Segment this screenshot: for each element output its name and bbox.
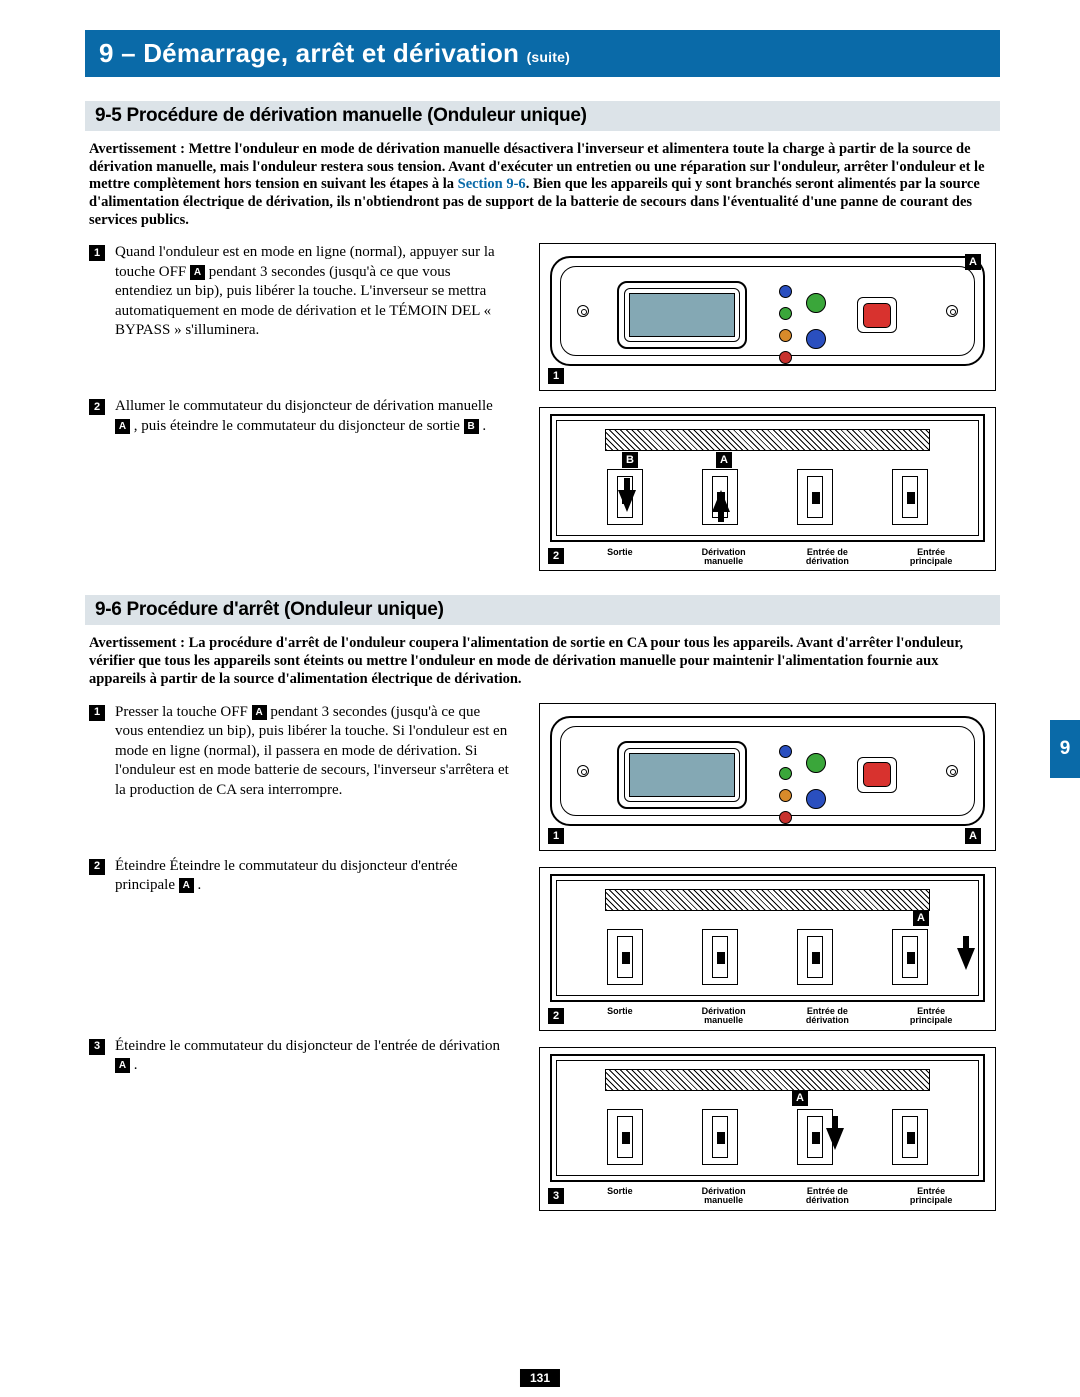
- row-9-5-2: 2 Allumer le commutateur du disjoncteur …: [85, 397, 1000, 571]
- step-num-1: 1: [89, 705, 105, 721]
- page-number: 131: [520, 1369, 560, 1387]
- figure-9-5-1: A 1: [539, 243, 996, 391]
- figure-9-6-3: A Sortie Dérivation manuelle Entrée de d…: [539, 1047, 996, 1211]
- round-button-1: [806, 293, 826, 313]
- fig-ref-B: B: [622, 452, 638, 468]
- step-9-5-1: 1 Quand l'onduleur est en mode en ligne …: [89, 243, 509, 341]
- fig-corner-2: 2: [548, 548, 564, 564]
- row-9-6-1: 1 Presser la touche OFF A pendant 3 seco…: [85, 703, 1000, 851]
- chapter-suite: (suite): [527, 49, 570, 65]
- ref-B: B: [464, 419, 479, 434]
- step-9-5-2-text: Allumer le commutateur du disjoncteur de…: [115, 397, 509, 436]
- step-9-6-1: 1 Presser la touche OFF A pendant 3 seco…: [89, 703, 509, 801]
- fig-ref-A: A: [913, 910, 929, 926]
- chapter-title: Démarrage, arrêt et dérivation: [143, 38, 519, 68]
- breaker-labels: Sortie Dérivation manuelle Entrée de dér…: [568, 548, 983, 567]
- fig-ref-A: A: [965, 254, 981, 270]
- fig-ref-A: A: [965, 828, 981, 844]
- led-green: [779, 307, 792, 320]
- step-9-6-1-text: Presser la touche OFF A pendant 3 second…: [115, 703, 509, 801]
- row-9-6-3: 3 Éteindre le commutateur du disjoncteur…: [85, 1037, 1000, 1211]
- breaker-labels: Sortie Dérivation manuelle Entrée de dér…: [568, 1187, 983, 1206]
- arrow-down-icon: [618, 490, 636, 512]
- step-9-6-3: 3 Éteindre le commutateur du disjoncteur…: [89, 1037, 509, 1076]
- fig-corner-3: 3: [548, 1188, 564, 1204]
- led-red: [779, 351, 792, 364]
- breaker-entree-deriv: [797, 469, 833, 525]
- step-9-5-1-text: Quand l'onduleur est en mode en ligne (n…: [115, 243, 509, 341]
- fig-corner-2: 2: [548, 1008, 564, 1024]
- section-9-6-heading: 9-6 Procédure d'arrêt (Onduleur unique): [85, 595, 1000, 625]
- arrow-up-icon: [712, 490, 730, 512]
- led-blue: [779, 285, 792, 298]
- step-9-5-2: 2 Allumer le commutateur du disjoncteur …: [89, 397, 509, 436]
- arrow-down-icon: [826, 1128, 844, 1150]
- fig-ref-A: A: [792, 1090, 808, 1106]
- ref-A: A: [179, 878, 194, 893]
- fig-corner-1: 1: [548, 368, 564, 384]
- row-9-5-1: 1 Quand l'onduleur est en mode en ligne …: [85, 243, 1000, 391]
- figure-9-6-2: A Sortie Dérivation manuelle Entrée de d…: [539, 867, 996, 1031]
- step-num-3: 3: [89, 1039, 105, 1055]
- section-9-5-heading: 9-5 Procédure de dérivation manuelle (On…: [85, 101, 1000, 131]
- step-num-2: 2: [89, 399, 105, 415]
- led-orange: [779, 329, 792, 342]
- warning-9-6: Avertissement : La procédure d'arrêt de …: [85, 635, 1000, 688]
- round-button-2: [806, 329, 826, 349]
- side-tab: 9: [1050, 720, 1080, 778]
- ref-A: A: [115, 419, 130, 434]
- figure-9-5-2: B A Sortie Dérivation manuelle Entrée de…: [539, 407, 996, 571]
- fig-ref-A: A: [716, 452, 732, 468]
- off-button: [857, 297, 897, 333]
- page-root: 9 – Démarrage, arrêt et dérivation (suit…: [0, 0, 1080, 1251]
- row-9-6-2: 2 Éteindre Éteindre le commutateur du di…: [85, 857, 1000, 1031]
- breaker-entree-princ: [892, 469, 928, 525]
- step-num-2: 2: [89, 859, 105, 875]
- ref-A: A: [190, 265, 205, 280]
- step-num-1: 1: [89, 245, 105, 261]
- fig-corner-1: 1: [548, 828, 564, 844]
- warning-9-5: Avertissement : Mettre l'onduleur en mod…: [85, 141, 1000, 229]
- figure-9-6-1: A 1: [539, 703, 996, 851]
- breaker-labels: Sortie Dérivation manuelle Entrée de dér…: [568, 1007, 983, 1026]
- step-9-6-2-text: Éteindre Éteindre le commutateur du disj…: [115, 857, 509, 896]
- ref-A: A: [252, 705, 267, 720]
- step-9-6-2: 2 Éteindre Éteindre le commutateur du di…: [89, 857, 509, 896]
- section-9-6-link[interactable]: Section 9-6: [458, 176, 526, 192]
- chapter-banner: 9 – Démarrage, arrêt et dérivation (suit…: [85, 30, 1000, 77]
- ref-A: A: [115, 1058, 130, 1073]
- step-9-6-3-text: Éteindre le commutateur du disjoncteur d…: [115, 1037, 509, 1076]
- arrow-down-icon: [957, 948, 975, 970]
- chapter-number: 9: [99, 38, 114, 68]
